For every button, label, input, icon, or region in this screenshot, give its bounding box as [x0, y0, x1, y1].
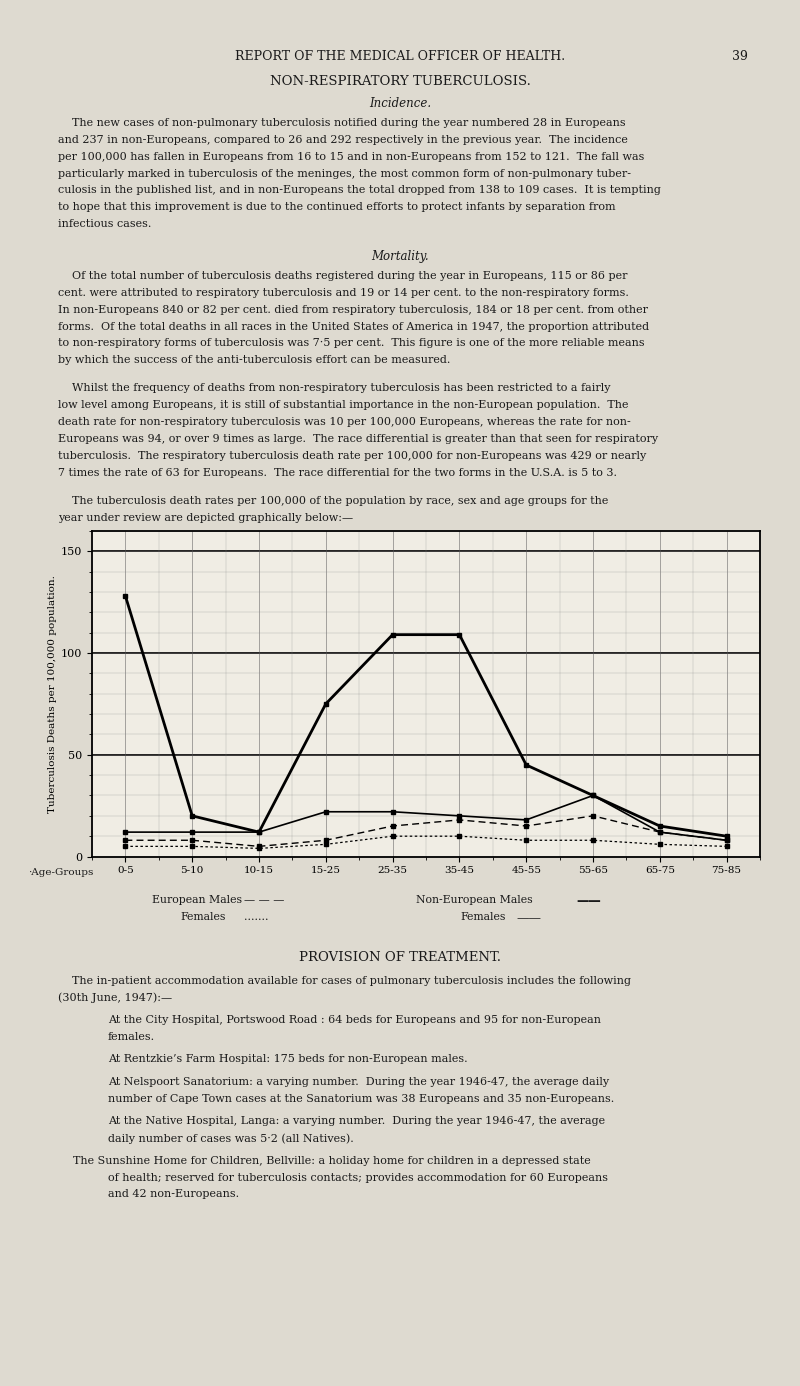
Text: In non-Europeans 840 or 82 per cent. died from respiratory tuberculosis, 184 or : In non-Europeans 840 or 82 per cent. die…: [58, 305, 648, 315]
Text: per 100,000 has fallen in Europeans from 16 to 15 and in non-Europeans from 152 : per 100,000 has fallen in Europeans from…: [58, 151, 645, 162]
Y-axis label: Tuberculosis Deaths per 100,000 population.: Tuberculosis Deaths per 100,000 populati…: [48, 575, 57, 812]
Text: Females: Females: [460, 912, 506, 922]
Text: culosis in the published list, and in non-Europeans the total dropped from 138 t: culosis in the published list, and in no…: [58, 186, 662, 195]
Text: — — —: — — —: [244, 895, 284, 905]
Text: Of the total number of tuberculosis deaths registered during the year in Europea: Of the total number of tuberculosis deat…: [58, 270, 628, 281]
Text: by which the success of the anti-tuberculosis effort can be measured.: by which the success of the anti-tubercu…: [58, 355, 450, 366]
Text: At the Native Hospital, Langa: a varying number.  During the year 1946-47, the a: At the Native Hospital, Langa: a varying…: [108, 1116, 605, 1127]
Text: NON-RESPIRATORY TUBERCULOSIS.: NON-RESPIRATORY TUBERCULOSIS.: [270, 75, 530, 87]
Text: Non-European Males: Non-European Males: [416, 895, 533, 905]
Text: 7 times the rate of 63 for Europeans.  The race differential for the two forms i: 7 times the rate of 63 for Europeans. Th…: [58, 468, 618, 478]
Text: (30th June, 1947):—: (30th June, 1947):—: [58, 992, 173, 1003]
Text: PROVISION OF TREATMENT.: PROVISION OF TREATMENT.: [299, 951, 501, 963]
Text: females.: females.: [108, 1033, 155, 1042]
Text: low level among Europeans, it is still of substantial importance in the non-Euro: low level among Europeans, it is still o…: [58, 401, 629, 410]
Text: At Rentzkie’s Farm Hospital: 175 beds for non-European males.: At Rentzkie’s Farm Hospital: 175 beds fo…: [108, 1055, 468, 1064]
Text: year under review are depicted graphically below:—: year under review are depicted graphical…: [58, 513, 354, 523]
Text: Mortality.: Mortality.: [371, 249, 429, 263]
Text: 39: 39: [732, 50, 748, 62]
Text: European Males: European Males: [152, 895, 242, 905]
Text: particularly marked in tuberculosis of the meninges, the most common form of non: particularly marked in tuberculosis of t…: [58, 169, 631, 179]
Text: Whilst the frequency of deaths from non-respiratory tuberculosis has been restri: Whilst the frequency of deaths from non-…: [58, 384, 611, 394]
Text: At Nelspoort Sanatorium: a varying number.  During the year 1946-47, the average: At Nelspoort Sanatorium: a varying numbe…: [108, 1077, 609, 1087]
Text: The in-patient accommodation available for cases of pulmonary tuberculosis inclu: The in-patient accommodation available f…: [58, 976, 631, 985]
Text: forms.  Of the total deaths in all races in the United States of America in 1947: forms. Of the total deaths in all races …: [58, 322, 650, 331]
Text: ——: ——: [576, 895, 601, 908]
Text: ·Age-Groups: ·Age-Groups: [28, 868, 94, 876]
Text: and 237 in non-Europeans, compared to 26 and 292 respectively in the previous ye: and 237 in non-Europeans, compared to 26…: [58, 134, 628, 144]
Text: death rate for non-respiratory tuberculosis was 10 per 100,000 Europeans, wherea: death rate for non-respiratory tuberculo…: [58, 417, 631, 427]
Text: cent. were attributed to respiratory tuberculosis and 19 or 14 per cent. to the : cent. were attributed to respiratory tub…: [58, 288, 630, 298]
Text: and 42 non-Europeans.: and 42 non-Europeans.: [108, 1189, 239, 1199]
Text: Females: Females: [180, 912, 226, 922]
Text: number of Cape Town cases at the Sanatorium was 38 Europeans and 35 non-European: number of Cape Town cases at the Sanator…: [108, 1094, 614, 1103]
Text: infectious cases.: infectious cases.: [58, 219, 152, 229]
Text: The tuberculosis death rates per 100,000 of the population by race, sex and age : The tuberculosis death rates per 100,000…: [58, 496, 609, 506]
Text: daily number of cases was 5·2 (all Natives).: daily number of cases was 5·2 (all Nativ…: [108, 1134, 354, 1143]
Text: to hope that this improvement is due to the continued efforts to protect infants: to hope that this improvement is due to …: [58, 202, 616, 212]
Text: At the City Hospital, Portswood Road : 64 beds for Europeans and 95 for non-Euro: At the City Hospital, Portswood Road : 6…: [108, 1015, 601, 1026]
Text: The new cases of non-pulmonary tuberculosis notified during the year numbered 28: The new cases of non-pulmonary tuberculo…: [58, 118, 626, 128]
Text: REPORT OF THE MEDICAL OFFICER OF HEALTH.: REPORT OF THE MEDICAL OFFICER OF HEALTH.: [235, 50, 565, 62]
Text: Incidence.: Incidence.: [369, 97, 431, 109]
Text: tuberculosis.  The respiratory tuberculosis death rate per 100,000 for non-Europ: tuberculosis. The respiratory tuberculos…: [58, 450, 646, 462]
Text: of health; reserved for tuberculosis contacts; provides accommodation for 60 Eur: of health; reserved for tuberculosis con…: [108, 1173, 608, 1182]
Text: The Sunshine Home for Children, Bellville: a holiday home for children in a depr: The Sunshine Home for Children, Bellvill…: [73, 1156, 590, 1166]
Text: to non-respiratory forms of tuberculosis was 7·5 per cent.  This figure is one o: to non-respiratory forms of tuberculosis…: [58, 338, 645, 348]
Text: .......: .......: [244, 912, 269, 922]
Text: ——: ——: [516, 912, 541, 924]
Text: Europeans was 94, or over 9 times as large.  The race differential is greater th: Europeans was 94, or over 9 times as lar…: [58, 434, 658, 444]
